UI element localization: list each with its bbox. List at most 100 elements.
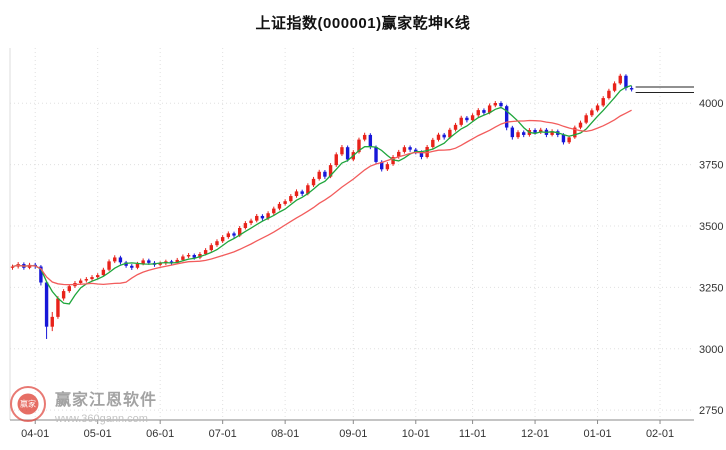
candle-body (50, 316, 54, 327)
ma-fast-line (12, 84, 632, 305)
candle-body (470, 115, 475, 121)
candle-body (44, 282, 49, 327)
candle-body (107, 261, 111, 270)
candle-body (283, 201, 287, 204)
x-axis-label: 10-01 (402, 428, 430, 440)
candle-body (130, 265, 134, 268)
x-axis-label: 02-01 (646, 428, 674, 440)
candle-body (573, 127, 577, 138)
candle-body (522, 132, 526, 135)
candle-body (300, 191, 304, 194)
candle-body (311, 178, 316, 186)
candle-body (135, 263, 140, 268)
candle-body (459, 117, 463, 125)
x-axis-label: 05-01 (84, 428, 112, 440)
candle-body (590, 110, 594, 116)
candle-body (158, 263, 162, 265)
candle-body (493, 103, 497, 106)
candle-body (487, 105, 492, 113)
y-axis-label: 4000 (699, 98, 723, 110)
candle-body (601, 98, 605, 106)
candle-body (249, 220, 253, 224)
candle-body (436, 134, 441, 140)
x-axis-label: 01-01 (583, 428, 611, 440)
x-axis-label: 07-01 (209, 428, 237, 440)
candle-body (101, 269, 106, 276)
candle-body (414, 149, 418, 153)
candle-body (67, 286, 71, 292)
candle-body (419, 152, 424, 158)
candle-body (510, 127, 515, 138)
candle-body (192, 254, 196, 258)
candle-body (334, 154, 338, 166)
candle-body (516, 132, 520, 138)
candle-body (147, 260, 151, 263)
candle-body (90, 277, 94, 280)
candle-body (397, 151, 401, 158)
candle-body (306, 185, 310, 194)
candle-body (425, 146, 429, 158)
candle-body (391, 157, 395, 165)
x-axis-label: 09-01 (339, 428, 367, 440)
candle-body (226, 233, 231, 238)
candle-body (567, 137, 571, 143)
winner-logo-seal: 赢家 (17, 393, 39, 415)
candle-body (374, 146, 378, 162)
candle-body (595, 105, 600, 111)
candle-body (328, 165, 333, 177)
candle-body (141, 260, 145, 264)
candle-body (618, 75, 622, 84)
ma-slow-line (12, 109, 632, 286)
candle-body (408, 147, 412, 150)
candle-body (533, 130, 537, 133)
candle-body (243, 223, 248, 228)
candle-body (238, 227, 242, 236)
candle-body (323, 171, 327, 177)
candle-body (56, 298, 60, 317)
candle-body (482, 110, 486, 113)
candle-body (10, 266, 15, 268)
candle-body (215, 241, 219, 246)
candle-body (431, 139, 435, 147)
candle-body (345, 147, 350, 160)
candle-body (186, 254, 191, 257)
y-axis-label: 3250 (699, 282, 723, 294)
candle-body (175, 259, 179, 263)
x-axis-label: 11-01 (459, 428, 486, 440)
candle-body (266, 213, 270, 219)
candle-body (561, 134, 566, 143)
y-axis-label: 3000 (699, 344, 723, 356)
candle-body (203, 250, 208, 255)
candle-body (612, 83, 617, 91)
candle-body (255, 215, 259, 221)
candle-body (539, 129, 543, 133)
candle-body (169, 261, 174, 263)
candle-body (550, 131, 554, 135)
candle-body (260, 215, 265, 219)
candle-body (198, 254, 202, 258)
candle-body (453, 124, 458, 130)
candle-body (629, 88, 634, 90)
candle-body (220, 237, 225, 242)
watermark-text: 赢家江恩软件 www.360gann.com (55, 386, 157, 425)
candle-body (380, 161, 384, 170)
candle-body (385, 164, 390, 170)
candle-body (584, 115, 588, 123)
candle-body (465, 117, 469, 121)
candle-body (624, 75, 628, 89)
candle-body (113, 257, 117, 262)
candle-body (340, 147, 344, 155)
y-axis-label: 3750 (699, 160, 723, 172)
x-axis-label: 12-01 (521, 428, 549, 440)
chart-title: 上证指数(000001)赢家乾坤K线 (255, 15, 471, 32)
candle-body (84, 279, 89, 281)
candle-body (578, 122, 583, 128)
candle-body (78, 280, 83, 283)
y-axis-label: 2750 (699, 405, 723, 417)
candle-body (232, 233, 236, 236)
candle-body (272, 208, 276, 214)
candle-body (96, 275, 100, 278)
candle-body (118, 257, 123, 263)
